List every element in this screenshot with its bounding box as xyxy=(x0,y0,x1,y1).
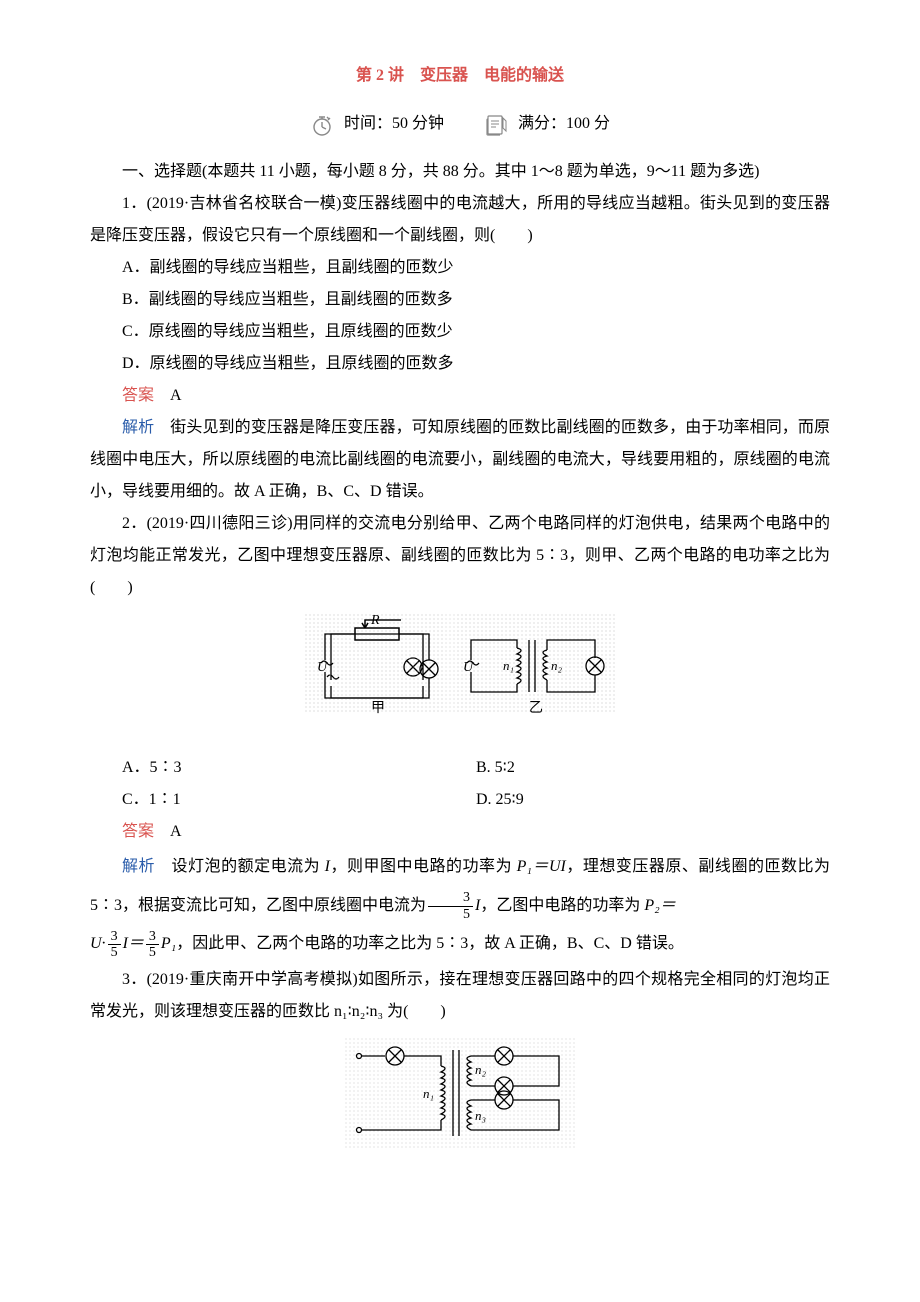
q2-diagram: U R 甲 U n₁ xyxy=(90,614,830,746)
score-icon xyxy=(484,113,508,137)
svg-text:n₂: n₂ xyxy=(475,1062,487,1077)
q3-stem: 3．(2019·重庆南开中学高考模拟)如图所示，接在理想变压器回路中的四个规格完… xyxy=(90,964,830,1028)
q2-analysis-mid1: ，则甲图中电路的功率为 xyxy=(330,858,517,875)
q2-analysis-row: 解析 设灯泡的额定电流为 I，则甲图中电路的功率为 P₁＝UI，理想变压器原、副… xyxy=(90,848,830,925)
frac-3-5b: 35 xyxy=(108,929,121,961)
svg-text:n₃: n₃ xyxy=(475,1108,486,1123)
q2-option-c: C．1∶1 xyxy=(122,784,476,816)
svg-text:n₂: n₂ xyxy=(551,658,563,673)
q2-analysis-row-2: U·35I＝35P₁，因此甲、乙两个电路的功率之比为 5∶3，故 A 正确，B、… xyxy=(90,925,830,963)
subtitle-row: 时间：50 分钟 满分：100 分 xyxy=(90,108,830,140)
q1-stem: 1．(2019·吉林省名校联合一模)变压器线圈中的电流越大，所用的导线应当越粗。… xyxy=(90,188,830,252)
page-title: 第 2 讲 变压器 电能的输送 xyxy=(90,60,830,92)
frac-3-5c: 35 xyxy=(146,929,159,961)
section-intro: 一、选择题(本题共 11 小题，每小题 8 分，共 88 分。其中 1～8 题为… xyxy=(90,156,830,188)
q1-option-d: D．原线圈的导线应当粗些，且原线圈的匝数多 xyxy=(90,348,830,380)
frac-3-5: 35 xyxy=(428,890,473,922)
q2-analysis-pre: 设灯泡的额定电流为 xyxy=(155,858,325,875)
svg-text:R: R xyxy=(370,614,380,628)
q2-stem: 2．(2019·四川德阳三诊)用同样的交流电分别给甲、乙两个电路同样的灯泡供电，… xyxy=(90,508,830,604)
eq-ieq: I＝ xyxy=(123,935,144,952)
score-label: 满分：100 分 xyxy=(518,115,610,132)
svg-text:U: U xyxy=(317,660,328,675)
svg-text:n₁: n₁ xyxy=(423,1086,434,1101)
q1-analysis: 街头见到的变压器是降压变压器，可知原线圈的匝数比副线圈的匝数多，由于功率相同，而… xyxy=(90,419,830,500)
q2-analysis-mid4: ，因此甲、乙两个电路的功率之比为 5∶3，故 A 正确，B、C、D 错误。 xyxy=(176,935,684,952)
q3-diagram: n₁ n₂ n₃ xyxy=(90,1038,830,1160)
q2-analysis-mid3: ，乙图中电路的功率为 xyxy=(480,897,644,914)
time-label: 时间：50 分钟 xyxy=(344,115,444,132)
q1-analysis-row: 解析 街头见到的变压器是降压变压器，可知原线圈的匝数比副线圈的匝数多，由于功率相… xyxy=(90,412,830,508)
q1-answer-row: 答案 A xyxy=(90,380,830,412)
q2-option-d: D. 25∶9 xyxy=(476,784,830,816)
q2-options-row-1: A．5∶3 B. 5∶2 xyxy=(90,752,830,784)
analysis-label: 解析 xyxy=(122,858,155,875)
clock-icon xyxy=(310,113,334,137)
answer-label: 答案 xyxy=(122,387,154,404)
q1-answer: A xyxy=(154,387,182,404)
svg-text:乙: 乙 xyxy=(529,700,543,716)
q2-option-b: B. 5∶2 xyxy=(476,752,830,784)
analysis-label: 解析 xyxy=(122,419,154,436)
q2-answer: A xyxy=(154,823,182,840)
answer-label: 答案 xyxy=(122,823,154,840)
eq-udot: U· xyxy=(90,935,106,952)
eq-p1: P₁＝UI xyxy=(517,858,566,875)
q2-options-row-2: C．1∶1 D. 25∶9 xyxy=(90,784,830,816)
var-p1: P₁ xyxy=(161,935,176,952)
q2-answer-row: 答案 A xyxy=(90,816,830,848)
eq-p2: P₂＝ xyxy=(644,897,675,914)
q1-option-a: A．副线圈的导线应当粗些，且副线圈的匝数少 xyxy=(90,252,830,284)
svg-text:甲: 甲 xyxy=(371,701,385,716)
q1-option-c: C．原线圈的导线应当粗些，且原线圈的匝数少 xyxy=(90,316,830,348)
q2-option-a: A．5∶3 xyxy=(122,752,476,784)
svg-text:U: U xyxy=(463,660,474,675)
svg-text:n₁: n₁ xyxy=(503,658,514,673)
q1-option-b: B．副线圈的导线应当粗些，且副线圈的匝数多 xyxy=(90,284,830,316)
